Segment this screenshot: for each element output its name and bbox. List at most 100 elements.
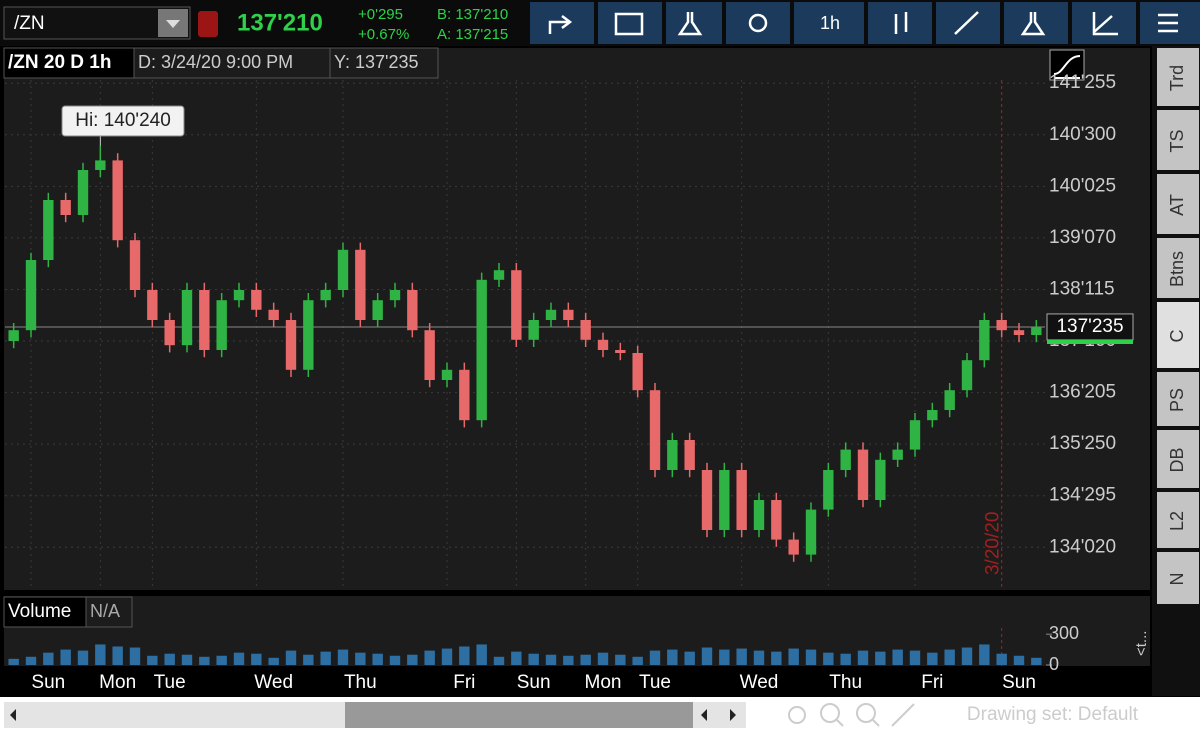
scrollbar-thumb[interactable]: [345, 702, 693, 728]
candle-body: [580, 320, 591, 340]
candle-body: [719, 470, 730, 530]
date-marker-label: 3/20/20: [983, 512, 1004, 575]
volume-bar: [996, 653, 1007, 665]
candle-body: [459, 369, 470, 421]
x-tick-label: Sun: [517, 672, 551, 693]
volume-bar: [372, 653, 383, 665]
ask: A: 137'215: [437, 26, 508, 43]
candle-body: [771, 500, 782, 540]
side-tab-label: Trd: [1167, 65, 1187, 91]
volume-bar: [268, 657, 279, 665]
x-tick-label: Mon: [99, 672, 136, 693]
side-tab[interactable]: [1157, 552, 1199, 604]
candle-body: [823, 470, 834, 510]
candle-body: [337, 249, 349, 290]
candle-body: [233, 290, 245, 301]
candle-body: [875, 459, 886, 500]
alert-icon[interactable]: [198, 11, 218, 37]
candle-body: [43, 200, 54, 260]
candle-body: [112, 160, 123, 241]
x-tick-label: Tue: [154, 672, 186, 693]
candle-body: [961, 360, 973, 391]
scale-button[interactable]: [1049, 49, 1085, 81]
candle-body: [181, 290, 193, 346]
volume-bar: [147, 655, 158, 665]
x-tick-label: Wed: [740, 672, 779, 693]
candle-body: [667, 440, 678, 470]
volume-bar: [736, 648, 747, 665]
header-y-box: [329, 47, 439, 79]
x-tick-label: Mon: [585, 672, 622, 693]
volume-bar: [441, 648, 453, 665]
volume-bar: [511, 651, 522, 665]
candle-body: [632, 353, 643, 391]
side-tab[interactable]: [1157, 238, 1199, 298]
style-button[interactable]: [868, 2, 932, 44]
candle-body: [303, 300, 314, 370]
volume-bar: [320, 651, 331, 665]
volume-bar: [927, 652, 938, 665]
candle-body: [60, 200, 71, 215]
side-tab[interactable]: [1157, 492, 1199, 548]
volume-title: Volume: [8, 601, 71, 622]
candle-body: [927, 410, 938, 421]
volume-bar: [355, 652, 366, 665]
candle-body: [753, 500, 765, 530]
volume-bar: [580, 654, 591, 665]
volume-bar: [857, 650, 869, 665]
side-tab[interactable]: [1157, 48, 1199, 106]
header-date-box: [133, 47, 331, 79]
drawing-set[interactable]: Drawing set: Default: [967, 704, 1139, 725]
zoom-tools[interactable]: [788, 703, 915, 727]
candle-body: [355, 249, 366, 320]
candle-body: [615, 350, 626, 353]
volume-tick-label: 300: [1049, 623, 1079, 643]
candle-body: [147, 290, 158, 320]
side-tabs: Trd TS AT Btns C PS DB L2 N: [1152, 46, 1200, 696]
timeframe: 1h: [820, 13, 840, 33]
last-price-box: [1046, 313, 1134, 341]
candle-body: [840, 449, 851, 470]
candle-body: [892, 449, 903, 460]
side-tab[interactable]: [1157, 302, 1199, 368]
info-button[interactable]: [598, 2, 662, 44]
volume-bar: [528, 653, 539, 665]
side-tab[interactable]: [1157, 372, 1199, 426]
volume-bar: [337, 649, 349, 665]
collapse-label[interactable]: <t...: [1133, 631, 1150, 656]
side-tab-label: TS: [1167, 129, 1187, 152]
side-tab[interactable]: [1157, 110, 1199, 170]
x-tick-label: Wed: [254, 672, 293, 693]
header-symbol: /ZN 20 D 1h: [8, 52, 111, 73]
candle-body: [788, 539, 799, 555]
candle-body: [649, 390, 661, 470]
settings-button[interactable]: [726, 2, 790, 44]
x-tick-label: Thu: [829, 672, 862, 693]
volume-bar: [129, 647, 141, 665]
candle-body: [545, 309, 557, 320]
candle-body: [528, 320, 539, 340]
candle-body: [268, 309, 279, 320]
side-tab-label: C: [1167, 330, 1187, 343]
volume-bar: [979, 644, 990, 665]
side-tab[interactable]: [1157, 430, 1199, 488]
volume-bar: [944, 649, 955, 665]
volume-bar: [459, 646, 470, 665]
volume-bar: [892, 649, 903, 665]
volume-bar: [112, 646, 123, 665]
volume-bar: [667, 649, 678, 665]
volume-bar: [199, 656, 210, 665]
side-tab[interactable]: [1157, 174, 1199, 234]
share-icon: [548, 15, 573, 34]
volume-tick-label: 0: [1049, 654, 1059, 674]
timeframe-button[interactable]: [794, 2, 864, 44]
candle-body: [441, 369, 453, 380]
volume-bar: [1031, 657, 1042, 665]
volume-bar: [424, 650, 435, 665]
volume-bar: [95, 644, 106, 665]
annotation-box: [61, 105, 185, 137]
volume-bar: [875, 651, 886, 665]
candle-body: [129, 240, 141, 290]
x-tick-label: Sun: [31, 672, 65, 693]
